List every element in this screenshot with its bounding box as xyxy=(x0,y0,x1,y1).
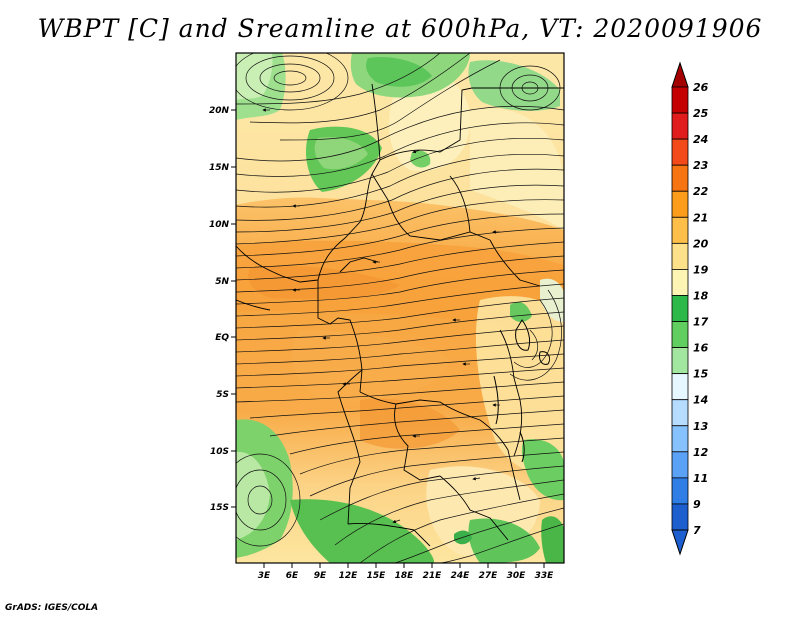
colorbar-segment xyxy=(671,112,689,140)
colorbar-label: 12 xyxy=(693,446,709,459)
colorbar-segment xyxy=(671,86,689,114)
map-title: WBPT [C] and Sreamline at 600hPa, VT: 20… xyxy=(37,14,763,43)
colorbar-segment xyxy=(671,295,689,322)
lon-label: 18E xyxy=(395,571,415,581)
lon-label: 12E xyxy=(339,571,359,581)
map-frame xyxy=(235,52,565,564)
lat-label: 15N xyxy=(209,163,230,173)
lat-label: EQ xyxy=(215,333,229,343)
colorbar-segment xyxy=(671,477,689,505)
lon-label: 15E xyxy=(367,571,387,581)
colorbar-label: 26 xyxy=(693,81,709,94)
grads-credit: GrADS: IGES/COLA xyxy=(5,603,99,613)
lat-label: 20N xyxy=(209,106,230,116)
colorbar-label: 11 xyxy=(693,472,708,485)
colorbar-segment xyxy=(671,425,689,453)
colorbar-label: 22 xyxy=(693,185,709,198)
colorbar-label: 20 xyxy=(693,237,709,250)
colorbar-label: 9 xyxy=(693,498,701,511)
country-borders xyxy=(236,83,564,547)
colorbar-label: 21 xyxy=(693,211,708,224)
colorbar: 26 25 24 23 22 21 20 19 18 17 16 15 14 13 12 11 9 7 xyxy=(671,61,709,556)
lat-label: 15S xyxy=(210,503,229,513)
lon-label: 21E xyxy=(423,571,443,581)
lon-label: 33E xyxy=(535,571,555,581)
colorbar-segment xyxy=(671,164,689,192)
colorbar-top-arrow xyxy=(671,61,689,88)
longitude-axis xyxy=(263,563,545,568)
colorbar-segment xyxy=(671,347,689,375)
colorbar-segment xyxy=(671,269,689,296)
lat-label: 10S xyxy=(210,447,229,457)
lon-label: 24E xyxy=(451,571,471,581)
lon-label: 30E xyxy=(507,571,527,581)
lat-label: 5N xyxy=(215,277,229,287)
colorbar-label: 19 xyxy=(693,263,709,276)
lon-label: 3E xyxy=(258,571,271,581)
colorbar-segment xyxy=(671,190,689,218)
lat-label: 10N xyxy=(209,220,230,230)
streamlines xyxy=(236,53,564,563)
colorbar-segment xyxy=(671,242,689,270)
colorbar-label: 13 xyxy=(693,420,709,433)
colorbar-label: 23 xyxy=(693,159,709,172)
colorbar-segment xyxy=(671,399,689,427)
colorbar-label: 7 xyxy=(693,524,701,537)
colorbar-label: 15 xyxy=(693,368,709,381)
colorbar-segment xyxy=(671,373,689,401)
colorbar-segment xyxy=(671,503,689,531)
colorbar-label: 16 xyxy=(693,342,709,355)
colorbar-segment xyxy=(671,216,689,244)
colorbar-segment xyxy=(671,321,689,348)
colorbar-label: 17 xyxy=(693,316,709,329)
colorbar-segment xyxy=(671,451,689,479)
colorbar-label: 18 xyxy=(693,289,709,302)
lon-label: 9E xyxy=(314,571,327,581)
lon-label: 6E xyxy=(286,571,299,581)
colorbar-bottom-arrow xyxy=(671,529,689,556)
colorbar-label: 14 xyxy=(693,394,708,407)
colorbar-segment xyxy=(671,138,689,166)
colorbar-label: 25 xyxy=(693,107,709,120)
colorbar-label: 24 xyxy=(693,133,708,146)
lat-label: 5S xyxy=(216,390,229,400)
latitude-axis xyxy=(231,109,236,508)
lon-label: 27E xyxy=(479,571,499,581)
lakes xyxy=(493,319,551,463)
